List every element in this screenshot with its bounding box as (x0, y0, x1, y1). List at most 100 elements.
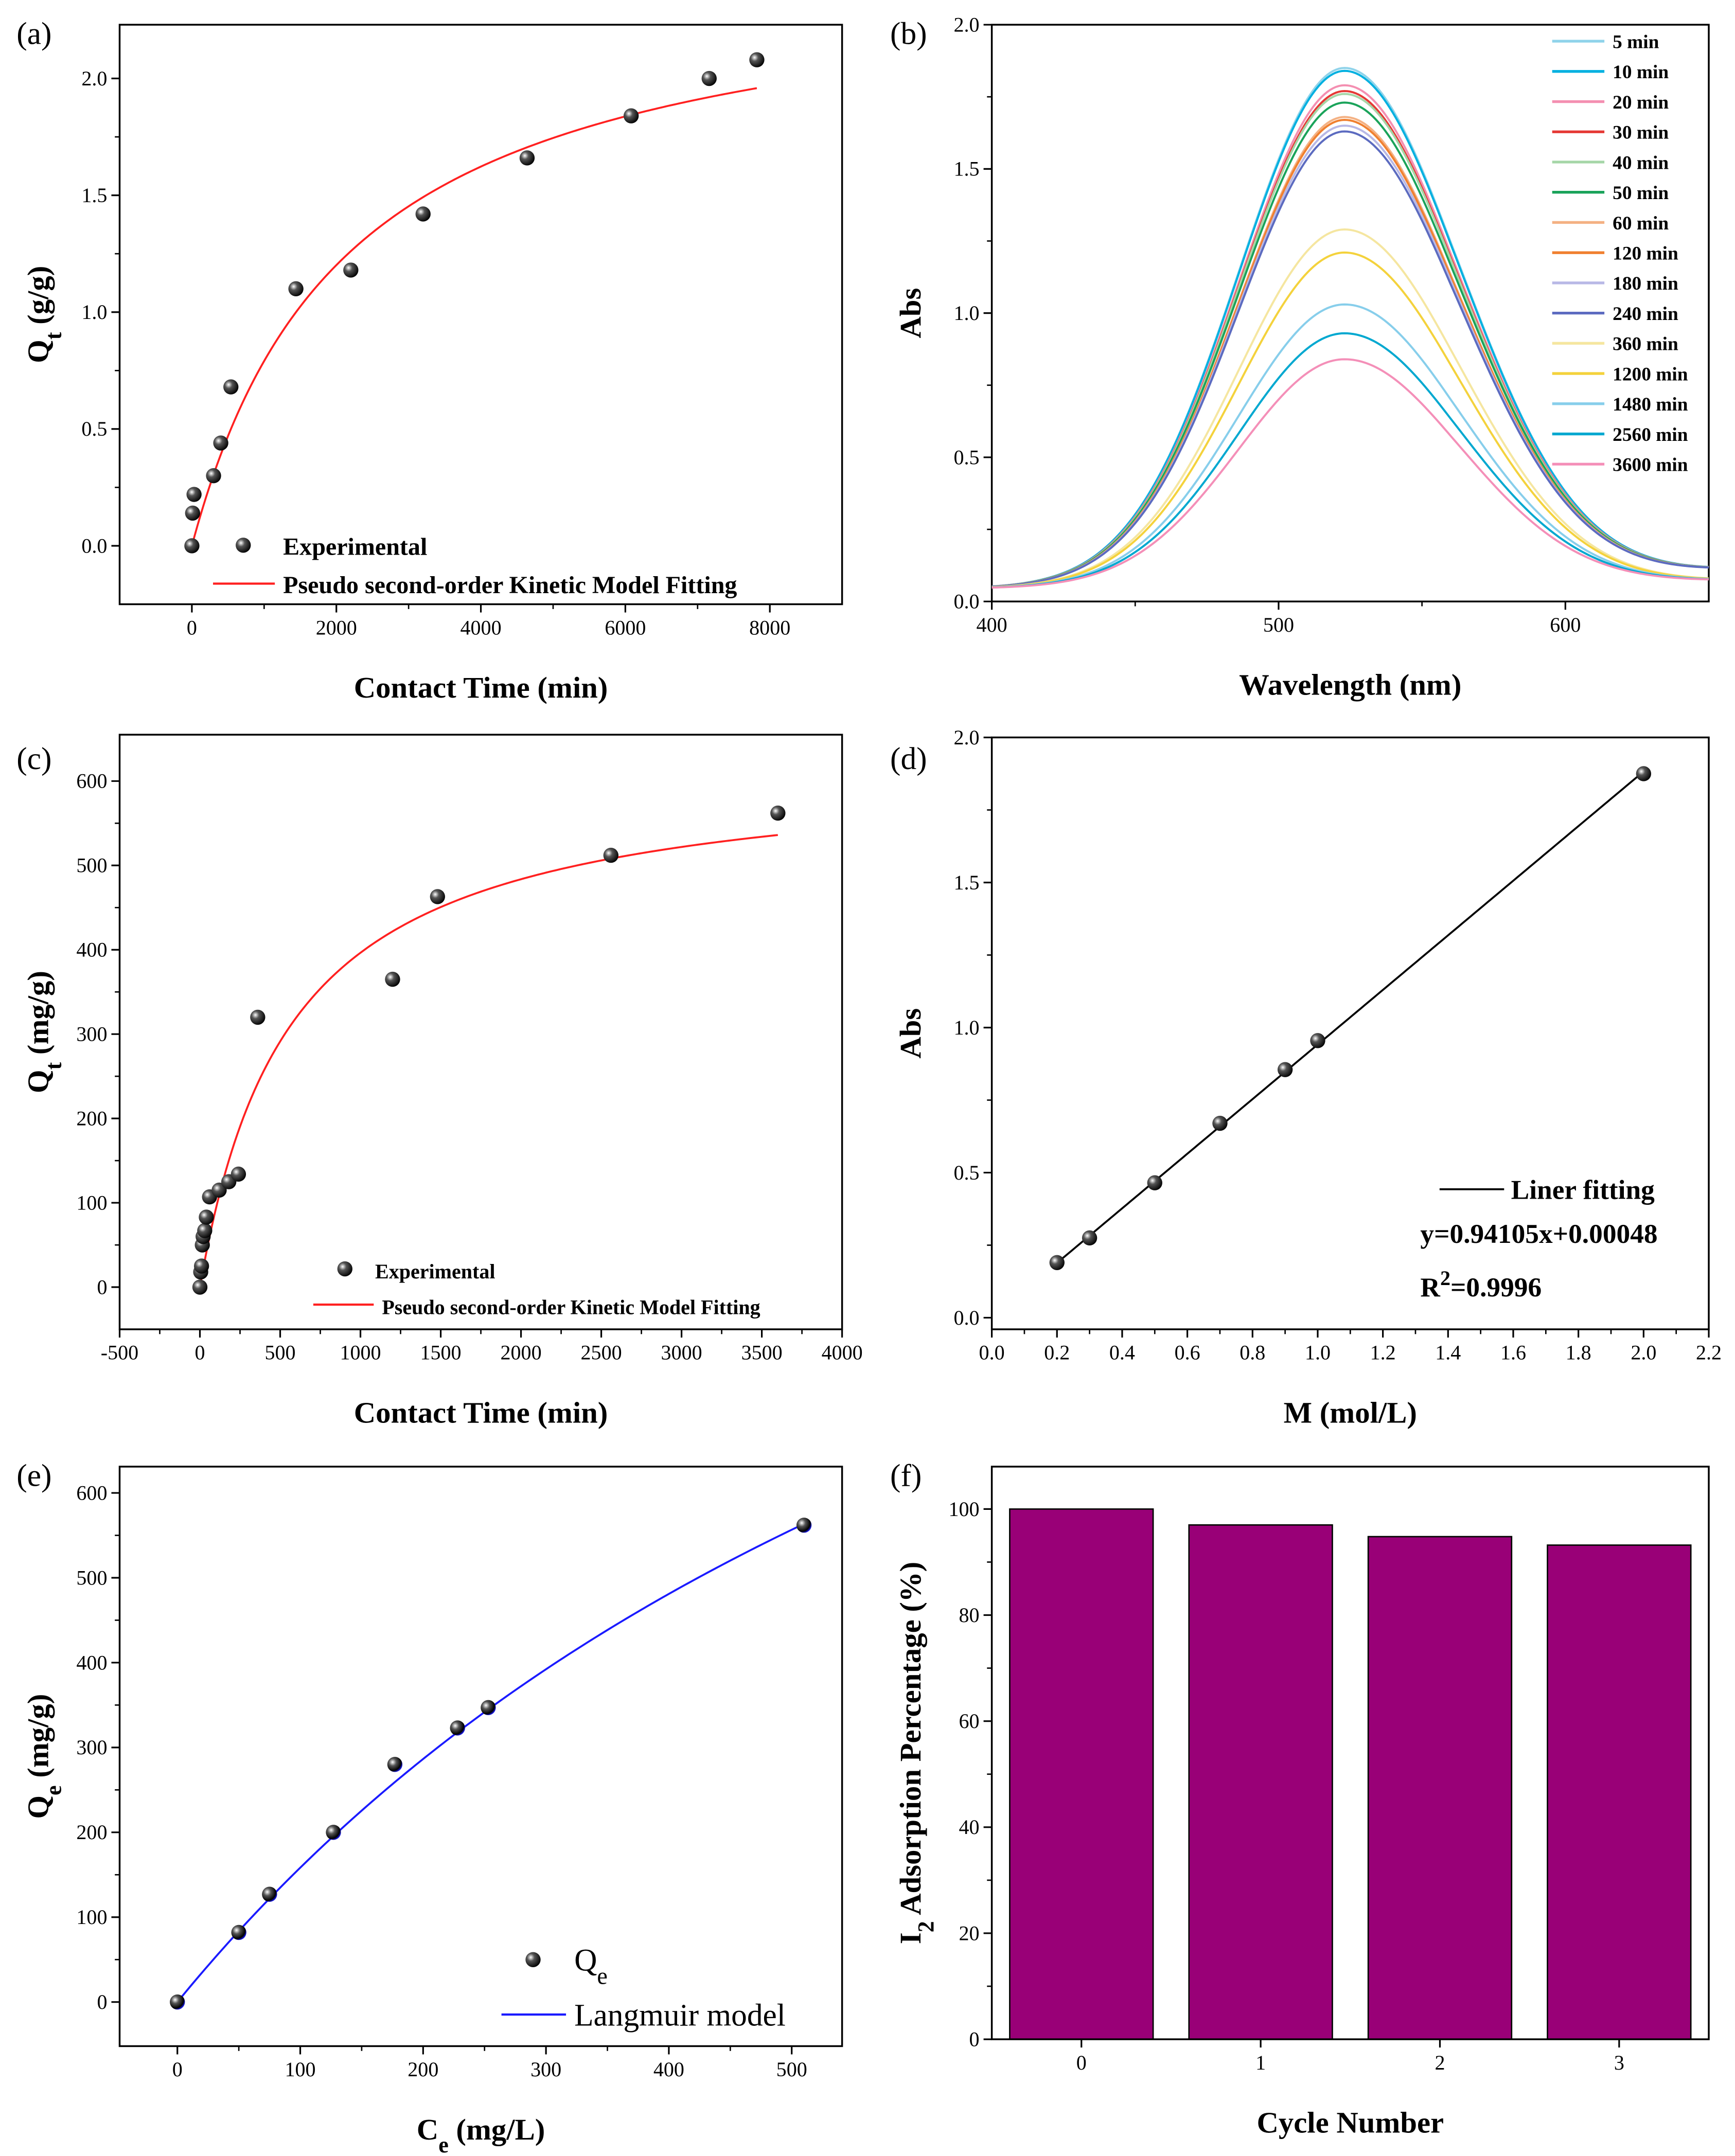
legend-label: 1200 min (1613, 364, 1688, 385)
r2-annotation: R2=0.9996 (1420, 1266, 1542, 1303)
data-point (170, 1994, 185, 2010)
legend-label: 2560 min (1613, 424, 1688, 446)
x-tick-label: 300 (530, 2058, 561, 2081)
x-axis-title: Contact Time (min) (354, 1396, 608, 1430)
data-point (1212, 1115, 1228, 1131)
x-tick-label: 3 (1614, 2051, 1624, 2074)
legend-label-sub: e (597, 1963, 607, 1989)
panel-label: (a) (16, 16, 51, 51)
x-tick-label: 1000 (340, 1341, 381, 1364)
x-tick-label: 0 (195, 1341, 205, 1364)
y-axis-title-rest: (mg/g) (22, 1694, 55, 1786)
y-tick-label: 0 (969, 2027, 980, 2051)
x-tick-label: 100 (285, 2058, 316, 2081)
panel-label: (d) (890, 741, 927, 776)
x-axis-title: Contact Time (min) (354, 671, 608, 704)
y-tick-label: 60 (959, 1709, 980, 1733)
data-point (796, 1518, 812, 1533)
y-axis-title-sub: t (41, 1062, 66, 1070)
legend-label: 60 min (1613, 213, 1669, 234)
x-tick-label: 8000 (749, 616, 790, 639)
legend-label: 5 min (1613, 31, 1659, 52)
y-tick-label: 80 (959, 1603, 980, 1627)
y-axis-title: Abs (894, 288, 927, 338)
y-tick-label: 600 (76, 770, 107, 793)
y-tick-label: 1.5 (954, 157, 980, 181)
data-point (1277, 1062, 1293, 1077)
data-point (197, 1223, 213, 1238)
x-axis-title-main: C (417, 2113, 438, 2146)
legend-label: 180 min (1613, 273, 1678, 294)
data-point (185, 505, 200, 521)
x-tick-label: 2.0 (1631, 1341, 1656, 1364)
y-tick-label: 1.0 (954, 301, 980, 325)
spectrum-line (992, 358, 1709, 589)
legend-marker (236, 538, 251, 553)
panel-e: (e) 0 100 200 300 400 500 0 100 200 300 400 500 600 Ce… (16, 1458, 843, 2156)
y-tick-label: 2.0 (954, 13, 980, 36)
y-axis-title-main: Q (22, 1070, 55, 1093)
x-tick-label: 500 (1263, 613, 1294, 636)
spectrum-line (992, 251, 1709, 589)
data-point (206, 468, 221, 484)
x-tick-label: 1.8 (1566, 1341, 1591, 1364)
y-tick-label: 0 (97, 1275, 107, 1298)
y-axis-title: Abs (894, 1008, 927, 1059)
y-tick-label: 0.0 (954, 1306, 980, 1329)
legend-label: 120 min (1613, 243, 1678, 264)
x-axis-title-main: Contact Time (min) (354, 671, 608, 704)
panel-label: (e) (16, 1458, 51, 1493)
data-point (603, 847, 618, 863)
x-axis-title: Wavelength (nm) (1239, 668, 1461, 702)
legend-label: Langmuir model (574, 1998, 786, 2033)
y-tick-label: 500 (76, 854, 107, 877)
data-point (430, 889, 445, 904)
legend-label: Qe (574, 1943, 608, 1989)
y-tick-label: 500 (76, 1566, 107, 1589)
fit-curve (199, 834, 778, 1288)
y-tick-label: 40 (959, 1815, 980, 1839)
data-point (450, 1720, 465, 1736)
bar-cycle-0 (1009, 1508, 1154, 2040)
x-tick-label: 200 (408, 2058, 438, 2081)
data-point (1147, 1175, 1162, 1190)
x-tick-label: 2 (1435, 2051, 1445, 2074)
panel-c: (c) -500 0 500 1000 1500 2000 2500 3000 3500 4000 0… (16, 734, 863, 1430)
x-axis-title-main: M (mol/L) (1284, 1396, 1417, 1430)
legend-label: 1480 min (1613, 394, 1688, 415)
x-axis-title: Ce (mg/L) (417, 2113, 545, 2156)
x-tick-label: 1.2 (1370, 1341, 1396, 1364)
y-axis-title-main: Q (22, 1795, 55, 1819)
y-tick-label: 200 (76, 1107, 107, 1130)
r2-sup: 2 (1440, 1266, 1450, 1289)
bar-cycle-1 (1188, 1524, 1333, 2040)
y-tick-label: 100 (76, 1905, 107, 1929)
data-point (213, 435, 228, 451)
x-tick-label: 0.4 (1109, 1341, 1135, 1364)
y-tick-label: 1.0 (81, 300, 107, 324)
data-point (387, 1757, 403, 1772)
x-tick-label: 0.6 (1175, 1341, 1200, 1364)
x-axis-title-rest: (mg/L) (449, 2113, 545, 2146)
legend-marker (525, 1952, 541, 1967)
y-axis-title-rest: (mg/g) (22, 971, 55, 1062)
data-point (262, 1886, 277, 1902)
y-axis-title: I2 Adsorption Percentage (%) (894, 1562, 939, 1944)
r2-main: R (1420, 1272, 1441, 1303)
x-tick-label: 1.0 (1305, 1341, 1331, 1364)
data-point (1636, 766, 1652, 781)
panel-a: (a) 0 2000 4000 6000 8000 0.0 0.5 1.0 1.5 2.0 Conta… (16, 16, 843, 704)
panel-b: (b) 400 500 600 0.0 0.5 1.0 1.5 2.0 Wavelength (n… (890, 13, 1710, 702)
y-axis-title-main: Abs (894, 288, 927, 338)
x-tick-label: 0 (172, 2058, 183, 2081)
data-point (415, 206, 431, 222)
x-axis-title: M (mol/L) (1284, 1396, 1417, 1430)
x-axis-title-main: Cycle Number (1256, 2106, 1444, 2140)
data-point (1310, 1033, 1325, 1048)
y-axis-title-rest: (g/g) (22, 266, 55, 332)
y-tick-label: 0.0 (954, 590, 980, 613)
x-axis-title: Cycle Number (1256, 2106, 1444, 2140)
spectrum-line (992, 130, 1709, 588)
y-axis-title-sub: t (41, 332, 66, 340)
